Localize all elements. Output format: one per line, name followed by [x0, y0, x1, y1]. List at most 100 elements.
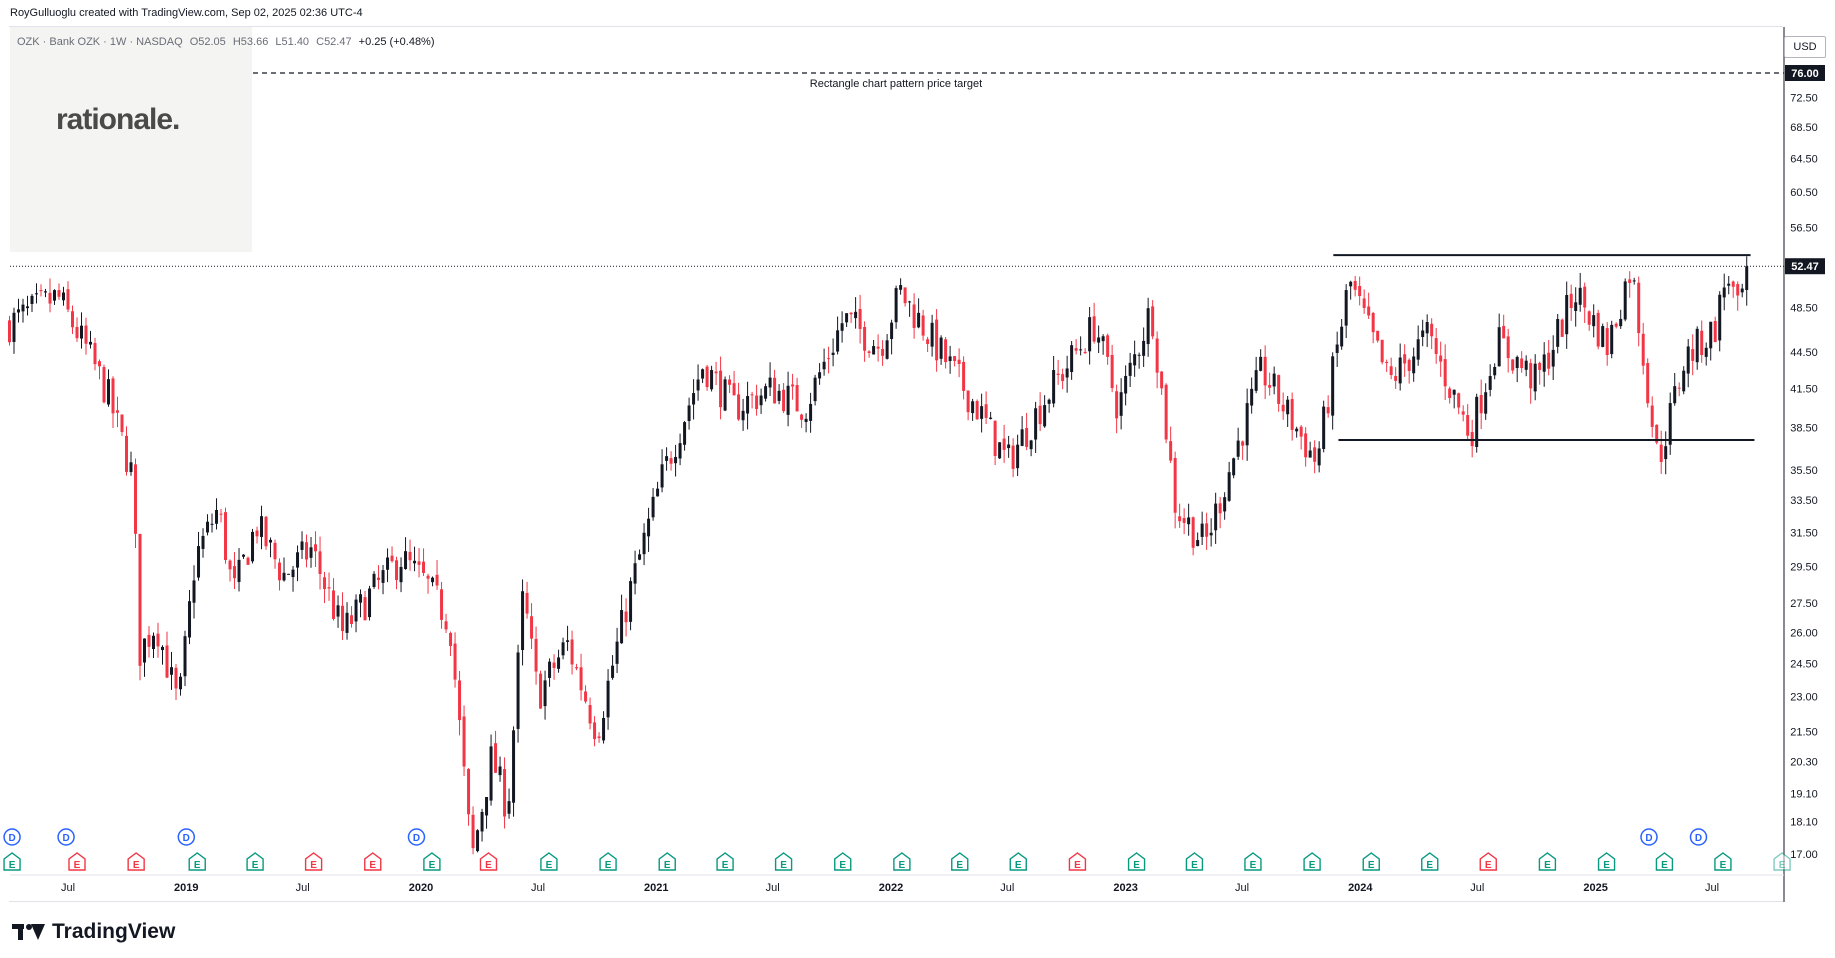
candle-body [642, 532, 646, 555]
ohlc-high: H53.66 [232, 36, 269, 48]
candle-body [323, 577, 327, 590]
earnings-marker-label: E [9, 860, 16, 871]
candle-body [1686, 346, 1690, 374]
candle-body [215, 509, 219, 524]
tradingview-footer[interactable]: TradingView [12, 920, 175, 944]
candle-body [606, 680, 610, 718]
candle-body [786, 385, 790, 415]
candle-body [1430, 323, 1434, 337]
candle-body [1524, 360, 1528, 370]
candle-body [368, 588, 372, 618]
y-tick-label: 29.50 [1790, 562, 1818, 574]
candle-body [1245, 403, 1249, 446]
candle-body [1263, 356, 1267, 386]
candle-body [377, 577, 381, 580]
candle-body [228, 560, 232, 570]
candle-body [57, 290, 61, 297]
candle-body [1322, 406, 1326, 449]
candle-body [800, 414, 804, 420]
candle-body [804, 418, 808, 422]
candle-body [273, 542, 277, 560]
candle-body [372, 573, 376, 587]
candle-body [1187, 517, 1191, 525]
candle-body [1151, 306, 1155, 337]
ohlc-close: C52.47 [316, 36, 352, 48]
candle-body [1371, 312, 1375, 333]
candle-body [831, 352, 835, 355]
candle-body [930, 322, 934, 347]
candle-body [714, 371, 718, 374]
candle-body [993, 420, 997, 456]
earnings-marker [246, 852, 264, 871]
candle-body [66, 289, 70, 310]
candle-body [966, 390, 970, 413]
dividend-marker [177, 828, 196, 846]
candle-body [291, 569, 295, 578]
candle-body [701, 369, 705, 379]
earnings-marker-label: E [1309, 860, 1316, 871]
earnings-marker-label: E [1720, 860, 1727, 871]
candle-body [1038, 405, 1042, 425]
earnings-marker [1185, 852, 1204, 871]
candle-body [1304, 433, 1308, 458]
candle-body [1439, 355, 1443, 362]
candle-body [1718, 294, 1722, 341]
dividend-marker-label: D [1695, 833, 1702, 844]
candle-body [1551, 349, 1555, 367]
candle-body [615, 641, 619, 664]
candle-body [885, 340, 889, 359]
candle-body [1511, 359, 1515, 371]
candle-body [1367, 306, 1371, 316]
x-tick-label: 2021 [644, 882, 668, 894]
candle-body [242, 554, 246, 557]
symbol-legend[interactable]: OZK · Bank OZK · 1W · NASDAQ O52.05 H53.… [17, 36, 439, 48]
earnings-marker-label: E [1074, 860, 1081, 871]
candle-body [674, 456, 678, 464]
candle-body [426, 575, 430, 579]
candle-body [1205, 523, 1209, 537]
currency-selector[interactable]: USD [1784, 36, 1826, 58]
candle-body [1119, 392, 1123, 416]
candle-body [1650, 405, 1654, 427]
earnings-marker-label: E [429, 860, 436, 871]
earnings-marker-label: E [839, 860, 846, 871]
candle-body [354, 599, 358, 622]
candle-body [1196, 540, 1200, 547]
candle-body [1218, 503, 1222, 514]
candle-body [111, 378, 115, 414]
candle-body [1092, 316, 1096, 342]
candle-body [25, 306, 29, 309]
candle-body [183, 636, 187, 677]
candle-body [1601, 326, 1605, 347]
candle-body [1605, 328, 1609, 356]
candle-body [1146, 308, 1150, 345]
candle-body [278, 562, 282, 581]
candle-body [1209, 532, 1213, 536]
candle-body [809, 403, 813, 421]
candle-body [1002, 438, 1006, 450]
candle-body [1259, 356, 1263, 371]
candle-body [1065, 368, 1069, 378]
candle-body [12, 312, 16, 342]
candle-body [899, 285, 903, 290]
candle-body [890, 322, 894, 340]
candle-body [332, 590, 336, 619]
candle-body [1097, 337, 1101, 343]
candle-body [120, 414, 124, 432]
earnings-marker-label: E [1661, 860, 1668, 871]
candle-body [881, 349, 885, 356]
candle-body [1214, 503, 1218, 531]
candle-body [1736, 284, 1740, 296]
candle-body [1200, 523, 1204, 537]
candle-body [944, 339, 948, 363]
earnings-marker [1597, 852, 1616, 871]
candle-body [791, 384, 795, 387]
chart-frame[interactable] [9, 26, 1783, 902]
symbol-name[interactable]: OZK · Bank OZK · 1W · NASDAQ [17, 36, 183, 48]
candle-body [912, 304, 916, 328]
candle-body [260, 516, 264, 537]
candle-body [620, 610, 624, 644]
candle-body [404, 551, 408, 569]
candle-body [1475, 396, 1479, 447]
